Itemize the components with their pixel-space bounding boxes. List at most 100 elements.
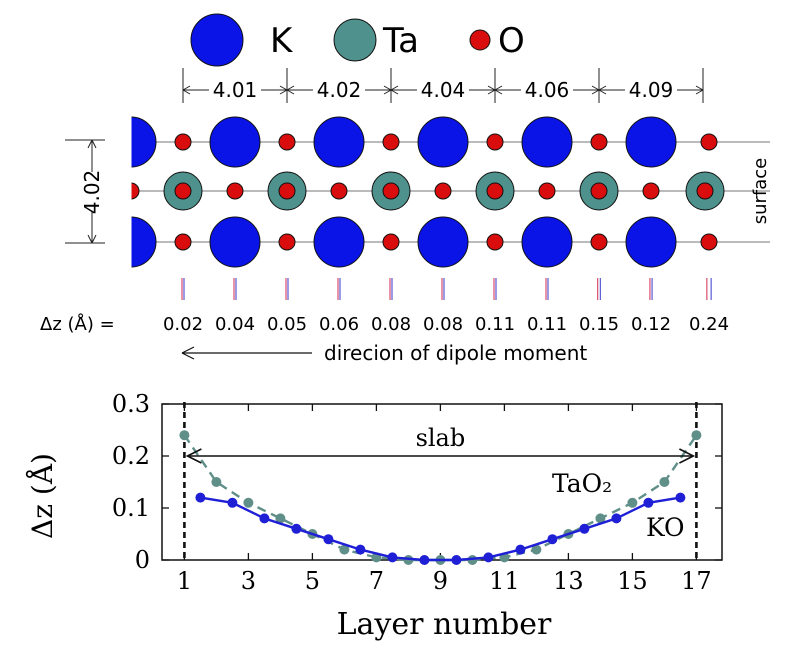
data-point-ko: [579, 523, 590, 534]
k-atom: [625, 116, 677, 168]
x-tick-label: 5: [305, 567, 320, 595]
data-point-tao2: [179, 430, 190, 441]
legend-o-label: O: [498, 21, 525, 61]
data-point-tao2: [627, 497, 638, 508]
data-point-ko: [387, 552, 398, 563]
x-tick-label: 17: [681, 567, 712, 595]
data-point-ko: [227, 497, 238, 508]
o-atom: [642, 182, 660, 200]
lattice-spacing-2: 4.02: [317, 78, 362, 102]
k-atom: [313, 216, 365, 268]
series-layer: [179, 430, 702, 565]
series-label-tao2: TaO₂: [552, 469, 612, 498]
delta-z-value: 0.12: [631, 314, 671, 335]
data-point-ko: [259, 513, 270, 524]
lattice-spacing-labels: 4.01 4.02 4.04 4.06 4.09: [209, 78, 677, 102]
lattice-spacing-3: 4.04: [421, 78, 466, 102]
x-tick-label: 15: [617, 567, 648, 595]
k-atom: [131, 216, 157, 268]
o-atom: [434, 182, 452, 200]
o-atom: [278, 182, 296, 200]
o-atom: [382, 233, 400, 251]
k-atom: [209, 116, 261, 168]
data-point-tao2: [211, 477, 222, 487]
data-point-ko: [675, 492, 686, 503]
x-tick-label: 7: [369, 567, 384, 595]
series-label-ko: KO: [646, 513, 685, 542]
o-atom: [382, 182, 400, 200]
legend-o-atom: [469, 29, 491, 51]
delta-z-label: Δz (Å) =: [40, 313, 115, 335]
o-atom: [382, 133, 400, 151]
data-point-ko: [515, 544, 526, 555]
data-point-tao2: [275, 513, 286, 524]
delta-z-value: 0.04: [215, 314, 255, 335]
legend-ta-atom: [333, 18, 377, 62]
k-atom: [625, 216, 677, 268]
data-point-tao2: [659, 477, 670, 487]
o-atom: [486, 133, 504, 151]
slab-arrow-head-right: [679, 448, 696, 464]
lattice-spacing-1: 4.01: [213, 78, 258, 102]
o-atom: [486, 233, 504, 251]
slab-arrow-head-left: [185, 448, 202, 464]
dipole-label: direcion of dipole moment: [324, 341, 587, 365]
surface-label: surface: [750, 158, 771, 225]
o-atom: [174, 133, 192, 151]
o-atom: [590, 133, 608, 151]
data-point-tao2: [691, 430, 702, 441]
delta-z-value: 0.24: [689, 314, 729, 335]
data-point-ko: [419, 555, 430, 565]
data-point-ko: [451, 555, 462, 565]
x-tick-label: 1: [177, 567, 192, 595]
o-atom: [700, 133, 718, 151]
k-atom: [521, 116, 573, 168]
delta-z-value: 0.08: [371, 314, 411, 335]
x-tick-label: 9: [433, 567, 448, 595]
o-atom: [174, 182, 192, 200]
k-atom: [417, 216, 469, 268]
delta-z-values: 0.02 0.04 0.05 0.06 0.08 0.08 0.11 0.11 0.15 0.12…: [163, 314, 729, 335]
delta-z-value: 0.11: [475, 314, 515, 335]
data-point-ko: [611, 513, 622, 524]
slab-annotation: slab: [185, 424, 696, 464]
y-tick-labels: 0 0.1 0.2 0.3: [112, 390, 150, 574]
displacement-ticks: [181, 278, 712, 300]
k-atom: [313, 116, 365, 168]
atom-structure: [130, 110, 770, 275]
lattice-spacing-4: 4.06: [525, 78, 570, 102]
o-atom: [590, 182, 608, 200]
delta-z-value: 0.15: [579, 314, 619, 335]
x-tick-label: 11: [489, 567, 520, 595]
o-atom: [696, 182, 714, 200]
y-tick-label: 0.2: [112, 442, 150, 470]
data-point-ko: [547, 534, 558, 545]
o-atom: [226, 182, 244, 200]
vertical-spacing: [65, 139, 105, 244]
o-atom: [278, 133, 296, 151]
data-point-ko: [355, 544, 366, 555]
data-point-tao2: [531, 544, 542, 555]
o-atom: [486, 182, 504, 200]
data-point-tao2: [243, 497, 254, 508]
legend-ta-label: Ta: [382, 21, 419, 61]
delta-z-value: 0.11: [527, 314, 567, 335]
x-tick-label: 3: [241, 567, 256, 595]
data-point-tao2: [595, 513, 606, 524]
x-axis-label: Layer number: [337, 607, 552, 642]
data-point-ko: [483, 552, 494, 563]
o-atom: [590, 233, 608, 251]
x-tick-label: 13: [553, 567, 584, 595]
delta-z-value: 0.05: [267, 314, 307, 335]
y-axis-label: Δz (Å): [26, 453, 59, 539]
delta-z-value: 0.02: [163, 314, 203, 335]
series-line-ko: [200, 496, 681, 562]
y-tick-label: 0: [135, 546, 150, 574]
o-atom: [278, 233, 296, 251]
legend: K Ta O: [190, 13, 525, 67]
o-atom: [131, 182, 140, 200]
legend-k-atom: [190, 13, 244, 67]
chart: 1 3 5 7 9 11 13 15 17 00.10.20.3 slab TaO₂ KO La…: [26, 390, 723, 642]
lattice-spacing-5: 4.09: [629, 78, 674, 102]
